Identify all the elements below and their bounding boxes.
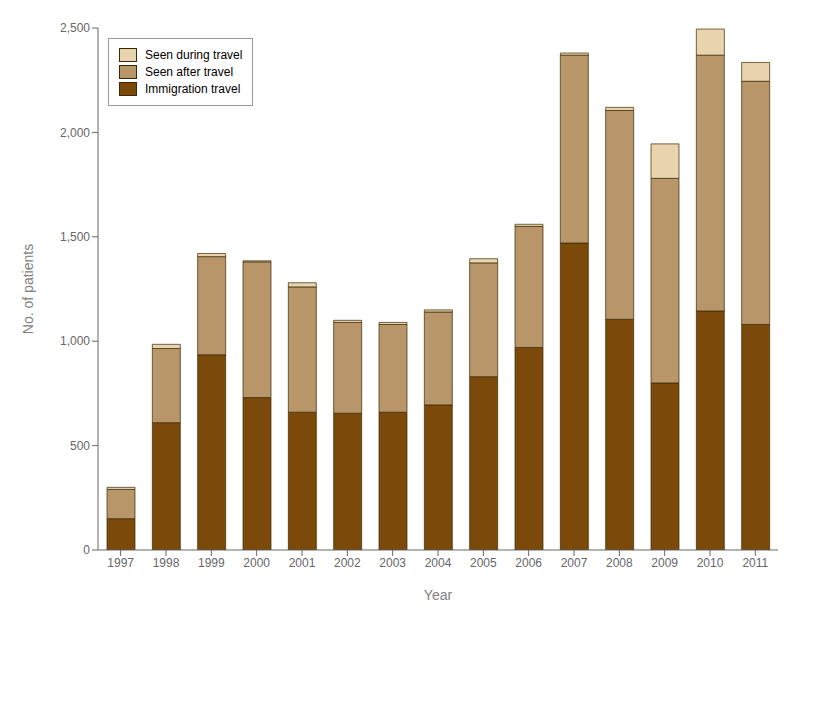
svg-text:500: 500 [70,439,90,453]
svg-text:2003: 2003 [379,556,406,570]
html-text:Seen during travel: Seen during travel [145,48,243,62]
svg-text:2000: 2000 [243,556,270,570]
svg-text:2006: 2006 [515,556,542,570]
svg-text:2,000: 2,000 [60,126,90,140]
svg-text:2008: 2008 [606,556,633,570]
svg-text:1,000: 1,000 [60,334,90,348]
svg-text:2009: 2009 [651,556,678,570]
svg-text:2004: 2004 [425,556,452,570]
svg-text:2001: 2001 [289,556,316,570]
svg-text:1997: 1997 [107,556,134,570]
svg-text:2005: 2005 [470,556,497,570]
html-text:Immigration travel: Immigration travel [145,82,241,96]
svg-text:2010: 2010 [697,556,724,570]
svg-text:Year: Year [424,587,453,603]
svg-text:1999: 1999 [198,556,225,570]
svg-text:1998: 1998 [153,556,180,570]
svg-text:1,500: 1,500 [60,230,90,244]
svg-text:0: 0 [83,543,90,557]
html-text:Seen after travel: Seen after travel [145,65,234,79]
svg-text:No. of patients: No. of patients [20,244,36,334]
svg-text:2007: 2007 [561,556,588,570]
svg-text:2011: 2011 [742,556,768,570]
svg-text:2002: 2002 [334,556,361,570]
svg-text:2,500: 2,500 [60,21,90,35]
